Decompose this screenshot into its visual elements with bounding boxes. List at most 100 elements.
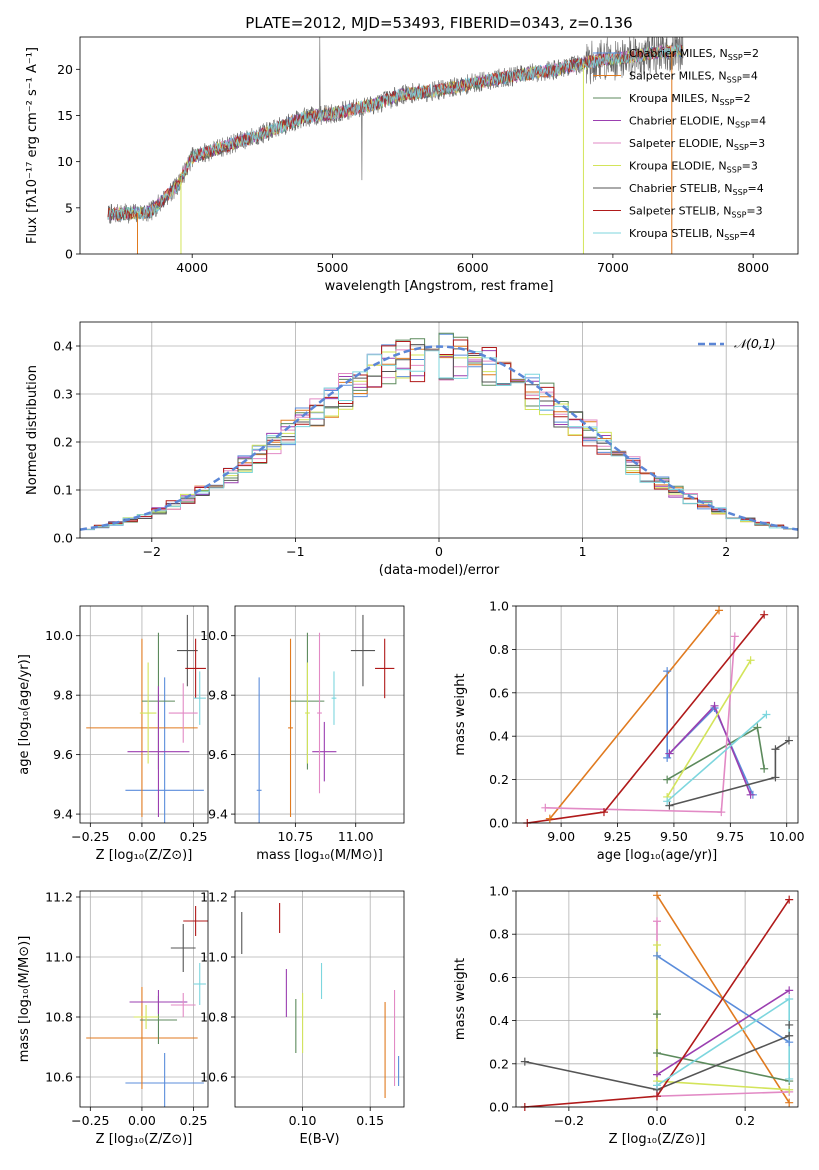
errorbar-point-kroupa-elodie xyxy=(133,1005,159,1029)
panel-spectrum: 4000 5000 6000 7000 8000 0 5 10 15 20 wavelength [… xyxy=(25,36,799,294)
errorbar-point-chabrier-elodie xyxy=(129,990,188,1014)
plot-area xyxy=(107,37,684,254)
weight-marker xyxy=(663,797,672,806)
axes-frame xyxy=(515,890,799,1108)
x-tick-label: 9.75 xyxy=(716,829,744,844)
weight-marker xyxy=(746,656,755,665)
x-tick-label: 9.25 xyxy=(604,829,632,844)
weight-marker xyxy=(653,1081,661,1090)
errorbar-point-salpeter-stelib xyxy=(183,906,208,936)
x-axis-label: age [log₁₀(age/yr)] xyxy=(597,848,718,863)
panel-residuals: −2 −1 0 1 2 0.0 0.1 0.2 0.3 0.4 (data-model)/error… xyxy=(25,321,799,578)
y-tick-label: 0 xyxy=(65,247,73,262)
x-tick-label: −1 xyxy=(286,544,304,559)
errorbar-point-salpeter-stelib xyxy=(375,638,395,699)
errorbar-point-kroupa-elodie xyxy=(139,662,157,764)
weight-line-salpeter-elodie xyxy=(545,636,736,813)
y-tick-label: 20 xyxy=(57,62,73,77)
y-axis-label: Normed distribution xyxy=(25,365,40,495)
axes-frame xyxy=(79,36,799,255)
x-tick-label: 8000 xyxy=(737,260,769,275)
x-tick-label: −0.25 xyxy=(71,829,109,844)
y-tick-label: 0.6 xyxy=(489,685,509,700)
weight-marker xyxy=(785,895,794,904)
weight-marker xyxy=(541,803,550,812)
legend-entry: Kroupa MILES, NSSP=2 xyxy=(629,92,751,107)
weight-marker xyxy=(653,1049,661,1057)
weight-marker xyxy=(784,736,793,745)
weight-marker xyxy=(717,808,726,817)
x-tick-label: 0.00 xyxy=(128,829,156,844)
x-tick-label: 0 xyxy=(435,544,443,559)
x-axis-label: wavelength [Angstrom, rest frame] xyxy=(325,279,554,294)
x-tick-label: 5000 xyxy=(317,260,349,275)
x-tick-label: 6000 xyxy=(457,260,489,275)
x-tick-label: 0.25 xyxy=(180,829,208,844)
weight-marker xyxy=(760,610,769,619)
y-tick-label: 0.0 xyxy=(489,1100,509,1115)
y-axis-label: mass [log₁₀(M/M⊙)] xyxy=(17,936,32,1063)
weight-marker xyxy=(653,1010,661,1019)
errorbar-point-salpeter-elodie xyxy=(317,632,322,794)
panel-age-vs-Z: −0.25 0.00 0.25 9.4 9.6 9.8 10.0 Z [log₁₀(Z/Z⊙)… xyxy=(17,605,209,863)
x-axis-label: E(B-V) xyxy=(299,1132,339,1147)
plot-area xyxy=(241,903,400,1098)
x-tick-label: 0.0 xyxy=(647,1113,667,1128)
errorbar-point-kroupa-stelib xyxy=(193,963,206,1005)
weight-line-chabrier-elodie xyxy=(668,704,752,796)
errorbar-point-salpeter-elodie xyxy=(168,683,198,743)
x-tick-label: −0.2 xyxy=(554,1113,584,1128)
y-tick-label: 1.0 xyxy=(489,884,509,899)
errorbar-point-salpeter-miles xyxy=(86,638,198,818)
plot-area xyxy=(86,906,208,1107)
y-tick-label: 0.0 xyxy=(489,816,509,831)
plot-area xyxy=(80,332,798,531)
y-tick-label: 5 xyxy=(65,200,73,215)
y-tick-label: 9.6 xyxy=(208,747,228,762)
weight-marker xyxy=(760,764,769,773)
weight-marker xyxy=(785,1020,794,1029)
x-tick-label: 9.00 xyxy=(547,829,575,844)
errorbar-point-kroupa-stelib xyxy=(331,671,337,725)
y-tick-label: 9.8 xyxy=(208,688,228,703)
panel-mass-weight-vs-Z: −0.2 0.0 0.2 0.0 0.2 0.4 0.6 0.8 1.0 Z [log₁₀(Z/Z… xyxy=(453,884,799,1147)
weight-marker xyxy=(520,1057,529,1066)
x-tick-label: 11.00 xyxy=(338,829,374,844)
y-axis-label: age [log₁₀(age/yr)] xyxy=(17,654,32,775)
y-tick-label: 10.0 xyxy=(200,628,228,643)
legend-entry: Salpeter STELIB, NSSP=3 xyxy=(629,205,763,220)
y-tick-label: 10.6 xyxy=(200,1070,228,1085)
y-tick-label: 9.4 xyxy=(53,807,73,822)
weight-line-kroupa-stelib xyxy=(666,713,767,802)
errorbar-point-chabrier-elodie xyxy=(312,721,337,782)
figure-title: PLATE=2012, MJD=53493, FIBERID=0343, z=0… xyxy=(245,14,632,32)
y-axis-label: mass weight xyxy=(453,958,468,1040)
x-tick-label: 0.15 xyxy=(356,1113,384,1128)
x-axis-label: Z [log₁₀(Z/Z⊙)] xyxy=(609,1132,706,1147)
y-tick-label: 0.2 xyxy=(489,772,509,787)
x-tick-label: 10.00 xyxy=(769,829,805,844)
errorbar-point-chabrier-miles xyxy=(256,677,262,823)
y-tick-label: 9.6 xyxy=(53,747,73,762)
y-tick-label: 9.8 xyxy=(53,688,73,703)
weight-marker xyxy=(771,745,780,754)
weight-line-chabrier-elodie xyxy=(656,989,790,1076)
x-tick-label: 0.25 xyxy=(180,1113,208,1128)
weight-marker xyxy=(710,701,719,710)
weight-line-chabrier-stelib xyxy=(669,739,790,807)
weight-marker xyxy=(663,775,672,784)
weight-marker xyxy=(599,808,608,817)
y-tick-label: 10.0 xyxy=(45,628,73,643)
weight-marker xyxy=(753,723,762,732)
weight-line-salpeter-miles xyxy=(549,609,720,820)
legend-entry: Salpeter ELODIE, NSSP=3 xyxy=(629,137,765,152)
plot-area xyxy=(86,614,206,823)
x-tick-label: 4000 xyxy=(176,260,208,275)
y-tick-label: 0.3 xyxy=(53,387,73,402)
weight-line-kroupa-elodie xyxy=(666,659,752,798)
weight-marker xyxy=(665,749,674,758)
x-tick-label: 7000 xyxy=(597,260,629,275)
y-tick-label: 11.2 xyxy=(45,890,73,905)
y-tick-label: 11.0 xyxy=(45,950,73,965)
weight-marker xyxy=(771,773,780,782)
